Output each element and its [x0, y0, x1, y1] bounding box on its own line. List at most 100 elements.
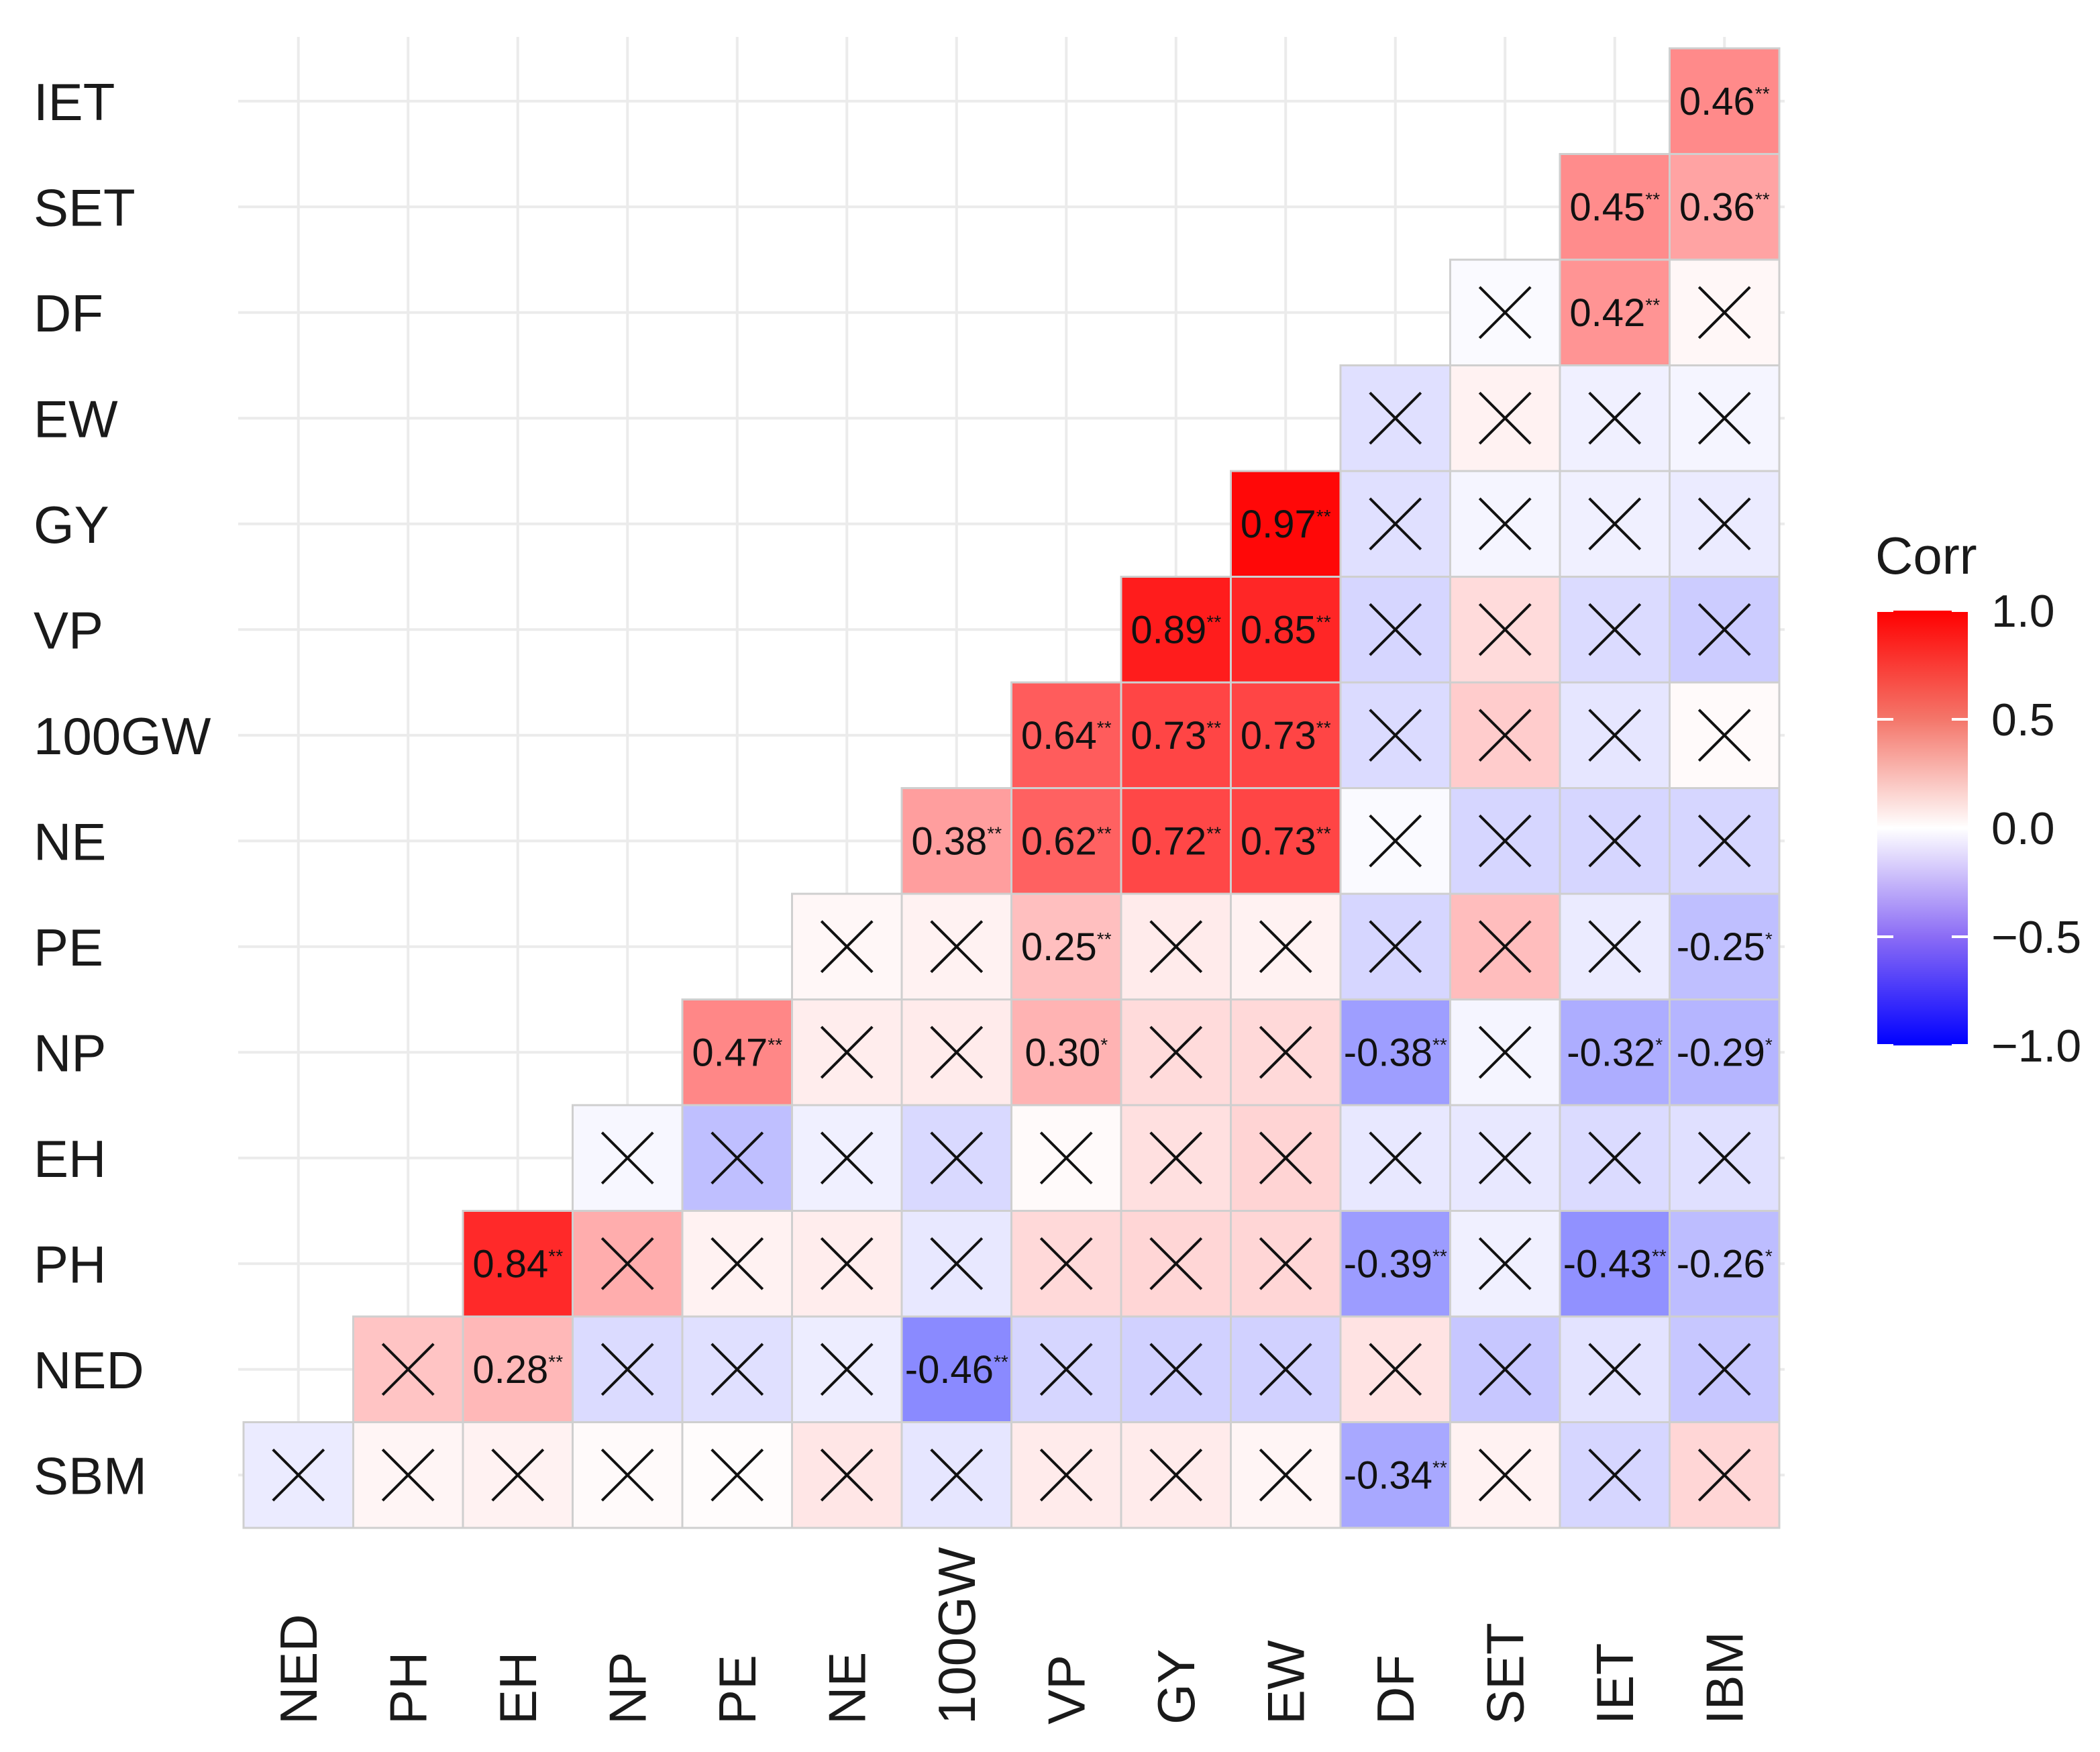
cell-sbm-eh — [462, 1421, 574, 1529]
non-significant-cross-icon — [820, 1448, 874, 1502]
non-significant-cross-icon — [381, 1343, 435, 1396]
non-significant-cross-icon — [1369, 709, 1422, 762]
cell-ne-iet — [1559, 787, 1671, 895]
cell-fill — [462, 1315, 574, 1423]
x-label-ne: NE — [817, 1652, 876, 1724]
cell-fill — [1559, 998, 1671, 1106]
cell-label: 0.28** — [472, 1348, 563, 1392]
cell-fill — [1669, 892, 1781, 1000]
y-label-eh: EH — [34, 1129, 106, 1188]
cell-sbm-ne — [791, 1421, 903, 1529]
significance-stars: ** — [1432, 1245, 1447, 1266]
cell-set-ibm: 0.36** — [1669, 153, 1781, 261]
cell-label: 0.73** — [1241, 714, 1331, 758]
cell-ph-iet: -0.43** — [1559, 1210, 1671, 1318]
cell-label: 0.30* — [1025, 1031, 1108, 1074]
non-significant-cross-icon — [1588, 709, 1642, 762]
non-significant-cross-icon — [1039, 1237, 1093, 1290]
non-significant-cross-icon — [1697, 1343, 1751, 1396]
non-significant-cross-icon — [820, 1237, 874, 1290]
cell-fill — [1339, 1421, 1451, 1529]
x-label-np: NP — [598, 1652, 657, 1724]
non-significant-cross-icon — [711, 1448, 764, 1502]
significance-stars: ** — [1206, 717, 1221, 738]
cell-sbm-np — [572, 1421, 684, 1529]
non-significant-cross-icon — [1259, 1237, 1312, 1290]
cell-gy-iet — [1559, 470, 1671, 578]
y-label-pe: PE — [34, 918, 103, 977]
cell-pe-ew — [1230, 892, 1342, 1000]
significance-stars: ** — [548, 1245, 563, 1266]
non-significant-cross-icon — [1697, 497, 1751, 551]
cell-label: 0.25** — [1021, 925, 1112, 969]
significance-stars: * — [1765, 1245, 1773, 1266]
cell-pe-gy — [1120, 892, 1232, 1000]
cell-ew-df — [1339, 364, 1451, 472]
non-significant-cross-icon — [1588, 1131, 1642, 1185]
significance-stars: ** — [1645, 295, 1660, 315]
cell-fill — [900, 787, 1012, 895]
cell-label: 0.64** — [1021, 714, 1112, 758]
cell-pe-df — [1339, 892, 1451, 1000]
cell-label: -0.46** — [905, 1348, 1008, 1392]
cell-fill — [1669, 1421, 1781, 1529]
non-significant-cross-icon — [1259, 1025, 1312, 1079]
cell-label: 0.62** — [1021, 819, 1112, 863]
y-label-ned: NED — [34, 1341, 144, 1400]
non-significant-cross-icon — [1478, 391, 1532, 445]
cell-vp-iet — [1559, 576, 1671, 684]
x-label-iet: IET — [1585, 1643, 1644, 1724]
significance-stars: ** — [768, 1034, 782, 1055]
non-significant-cross-icon — [820, 920, 874, 974]
non-significant-cross-icon — [1259, 1448, 1312, 1502]
cell-ne-ibm — [1669, 787, 1781, 895]
legend-tick-label: −0.5 — [1991, 912, 2081, 963]
non-significant-cross-icon — [1478, 286, 1532, 340]
x-label-ew: EW — [1256, 1640, 1315, 1724]
x-label-pe: PE — [708, 1655, 767, 1724]
non-significant-cross-icon — [1697, 709, 1751, 762]
cell-iet-ibm: 0.46** — [1669, 47, 1781, 155]
cell-ew-set — [1449, 364, 1561, 472]
x-label-set: SET — [1475, 1622, 1534, 1724]
cell-label: -0.38** — [1344, 1031, 1447, 1074]
cell-sbm-ew — [1230, 1421, 1342, 1529]
legend-tick-label: 1.0 — [1991, 586, 2055, 637]
cell-eh-np — [572, 1104, 684, 1212]
cell-df-iet: 0.42** — [1559, 258, 1671, 366]
y-label-gy: GY — [34, 495, 109, 554]
cell-label: -0.25* — [1677, 925, 1773, 969]
cell-fill — [462, 1210, 574, 1318]
non-significant-cross-icon — [1697, 391, 1751, 445]
non-significant-cross-icon — [711, 1237, 764, 1290]
cell-np-vp: 0.30* — [1010, 998, 1122, 1106]
cell-ne-ew: 0.73** — [1230, 787, 1342, 895]
non-significant-cross-icon — [1478, 1237, 1532, 1290]
cell-label: 0.45** — [1569, 185, 1660, 229]
x-label-gy: GY — [1147, 1649, 1206, 1724]
cell-pe-iet — [1559, 892, 1671, 1000]
significance-stars: ** — [1206, 611, 1221, 632]
y-label-np: NP — [34, 1023, 106, 1082]
y-label-ne: NE — [34, 812, 106, 871]
cell-ph-ew — [1230, 1210, 1342, 1318]
non-significant-cross-icon — [1149, 1025, 1203, 1079]
cell-vp-df — [1339, 576, 1451, 684]
cell-gy-ew: 0.97** — [1230, 470, 1342, 578]
non-significant-cross-icon — [930, 920, 984, 974]
cell-label: -0.26* — [1677, 1242, 1773, 1286]
cell-np-ibm: -0.29* — [1669, 998, 1781, 1106]
non-significant-cross-icon — [1478, 1025, 1532, 1079]
significance-stars: ** — [987, 823, 1002, 843]
legend-ticks: 1.0 0.5 0.0 −0.5 −1.0 — [1877, 586, 2081, 1072]
cell-ph-100gw — [900, 1210, 1012, 1318]
cell-ned-ibm — [1669, 1315, 1781, 1423]
non-significant-cross-icon — [600, 1237, 654, 1290]
cell-eh-iet — [1559, 1104, 1671, 1212]
non-significant-cross-icon — [1588, 814, 1642, 868]
cell-label: -0.32* — [1567, 1031, 1663, 1074]
cell-ned-eh: 0.28** — [462, 1315, 574, 1423]
cell-ned-df — [1339, 1315, 1451, 1423]
cell-eh-df — [1339, 1104, 1451, 1212]
